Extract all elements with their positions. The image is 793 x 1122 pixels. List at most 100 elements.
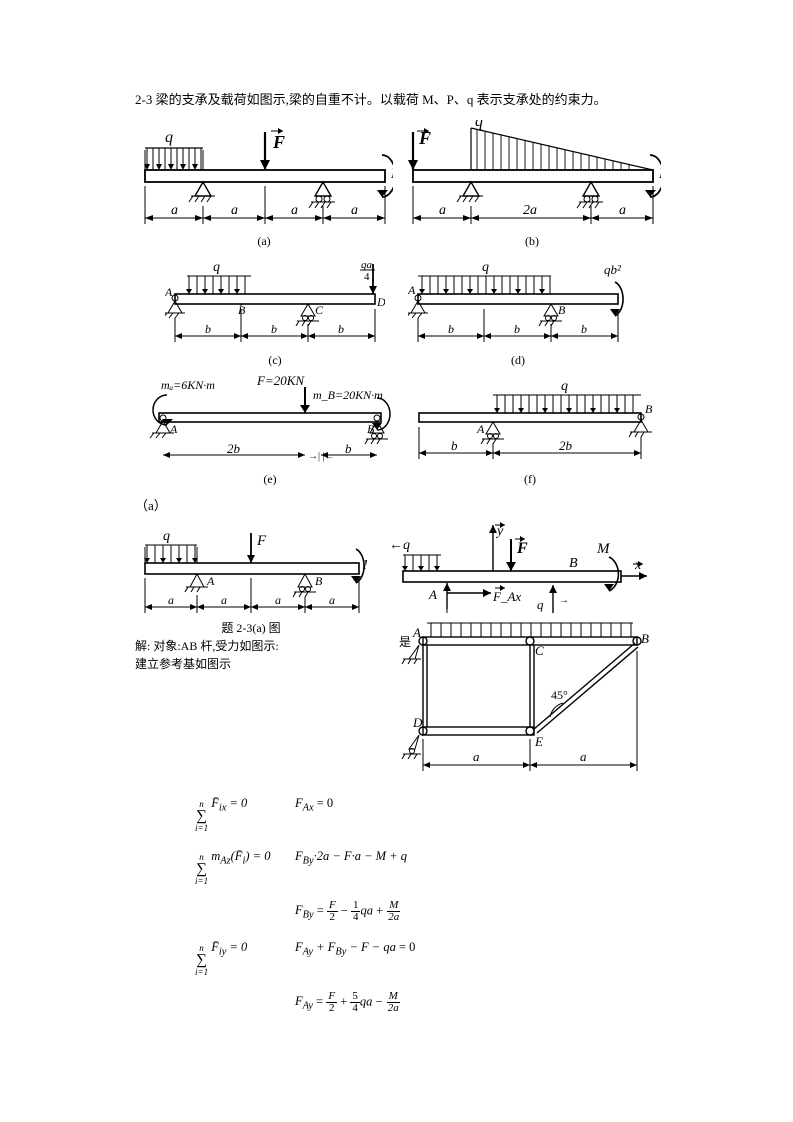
svg-text:A: A [428,587,437,602]
svg-text:←: ← [389,538,403,553]
q-label-a: q [165,129,173,146]
svg-text:q: q [561,379,568,394]
eq-1-left: n∑i=1 F̄ix = 0 [195,794,295,833]
svg-text:a: a [171,203,178,218]
svg-text:C: C [315,303,324,317]
fig-e: mₐ=6KN·m F=20KN m_B=20KN·m A [145,373,395,488]
svg-text:F=20KN: F=20KN [256,373,305,388]
sol-right-col: q ← y F B M x [385,521,653,786]
svg-text:a: a [580,749,587,764]
svg-text:qb²: qb² [604,262,622,277]
svg-text:a: a [168,593,174,607]
svg-text:b: b [451,438,458,453]
svg-text:A: A [476,422,485,436]
svg-text:a: a [619,203,626,218]
solution-figure-row: q F M A B [135,521,658,786]
fig-a-caption: (a) [257,232,270,250]
F-label-a: F [272,132,285,152]
fig-b-caption: (b) [525,232,539,250]
fig-a: q F M [135,120,393,250]
svg-text:a: a [275,593,281,607]
sol-left-col: q F M A B [135,521,367,786]
fig-d: q qb² A B [408,254,628,369]
eq-4-right: FAy + FBy − F − qa = 0 [295,938,475,977]
eq-5-right: FAy = F2 + 54qa − M2a [295,991,475,1015]
svg-text:m_B=20KN·m: m_B=20KN·m [313,388,383,402]
svg-text:a: a [329,593,335,607]
svg-text:B: B [367,422,375,436]
svg-text:a: a [439,203,446,218]
svg-text:B: B [315,574,323,588]
svg-text:a: a [351,203,358,218]
top-figures: q F M [135,120,658,488]
svg-text:q: q [537,597,544,612]
fig-e-caption: (e) [263,470,276,488]
eq-2-right: FBy·2a − F·a − M + q [295,847,475,886]
svg-text:b: b [338,322,344,336]
fig-b: F [403,120,661,250]
svg-text:q: q [163,529,170,544]
svg-text:A: A [408,283,416,297]
svg-text:b: b [205,322,211,336]
svg-text:A: A [412,625,421,640]
eq-3-right: FBy = F2 − 14qa + M2a [295,900,475,924]
svg-text:D: D [376,295,385,309]
svg-text:4: 4 [364,271,370,283]
svg-text:b: b [581,322,587,336]
sol-fig-caption: 题 2-3(a) 图 [135,619,367,637]
svg-text:→| |←: →| |← [308,451,335,462]
svg-text:b: b [345,441,352,456]
svg-text:D: D [412,715,423,730]
eq-1-right: FAx = 0 [295,794,475,833]
svg-text:B: B [569,556,578,571]
svg-text:a: a [473,749,480,764]
svg-text:45°: 45° [551,688,568,702]
svg-text:qa: qa [361,259,373,271]
svg-text:M: M [362,558,367,573]
svg-text:a: a [221,593,227,607]
fig-f-caption: (f) [524,470,536,488]
svg-text:E: E [534,734,543,749]
fig-c-caption: (c) [268,351,281,369]
M-label-a: M [390,166,393,182]
svg-text:B: B [645,402,653,416]
svg-text:A: A [206,574,215,588]
equation-table: n∑i=1 F̄ix = 0 FAx = 0 n∑i=1 mAz(F̄i) = … [195,794,658,1014]
svg-text:B: B [238,303,246,317]
svg-text:a: a [291,203,298,218]
eq-2-left: n∑i=1 mAz(F̄i) = 0 [195,847,295,886]
sol-fig-repeat: q F M A B [135,521,367,619]
svg-text:M: M [596,541,611,557]
svg-text:F: F [256,533,267,549]
svg-text:q: q [403,538,410,553]
svg-text:q: q [482,260,489,275]
svg-text:F: F [516,540,528,557]
problem-text: 梁的支承及载荷如图示,梁的自重不计。以载荷 M、P、q 表示支承处的约束力。 [156,92,607,107]
problem-statement: 2-3 梁的支承及载荷如图示,梁的自重不计。以载荷 M、P、q 表示支承处的约束… [135,90,658,110]
sol-line1: 解: 对象:AB 杆,受力如图示: [135,637,367,655]
svg-text:B: B [558,303,566,317]
svg-text:b: b [514,322,520,336]
svg-text:F_Ax: F_Ax [492,589,521,604]
svg-text:→: → [559,595,569,606]
svg-text:2b: 2b [227,441,241,456]
svg-text:2a: 2a [523,203,537,218]
svg-text:q: q [213,260,220,275]
svg-text:a: a [231,203,238,218]
svg-text:2b: 2b [559,438,573,453]
svg-text:mₐ=6KN·m: mₐ=6KN·m [161,378,215,392]
sol-line2: 建立参考基如图示 [135,655,367,673]
eq-4-left: n∑i=1 F̄iy = 0 [195,938,295,977]
svg-text:A: A [169,422,178,436]
svg-text:A: A [165,285,173,299]
svg-text:是: 是 [399,635,411,649]
fig-d-caption: (d) [511,351,525,369]
svg-text:q: q [475,120,483,130]
svg-text:b: b [271,322,277,336]
problem-number: 2-3 [135,92,152,107]
svg-text:b: b [448,322,454,336]
fig-c: q qa 4 A B C [165,254,385,369]
svg-text:B: B [641,631,649,646]
fig-f: q A B b [405,373,655,488]
svg-text:C: C [535,643,544,658]
